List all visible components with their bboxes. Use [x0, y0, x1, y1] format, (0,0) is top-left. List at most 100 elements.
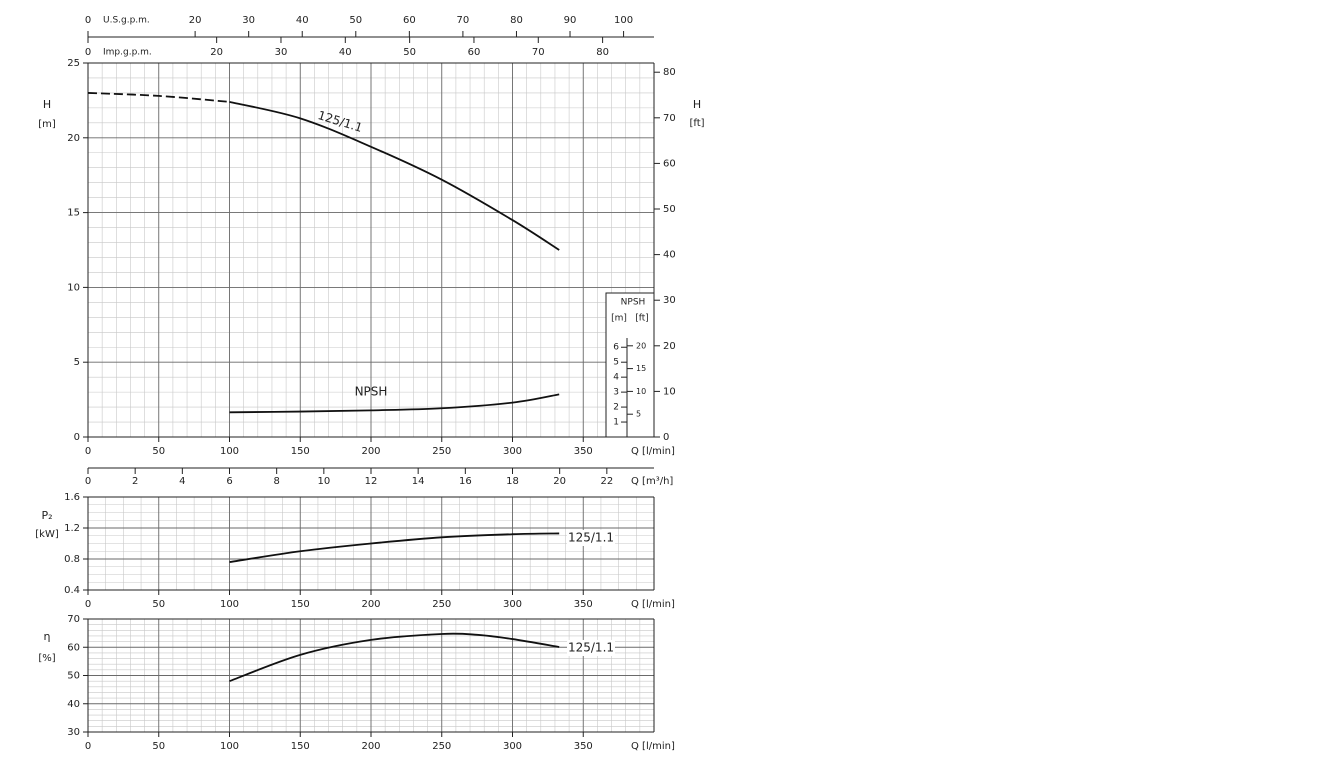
y-axis-unit: [kW]: [35, 529, 59, 540]
secondary-x-tick-label: 14: [412, 476, 425, 487]
x-tick-label: 150: [291, 446, 310, 457]
npsh-ft-tick-label: 5: [636, 410, 641, 419]
secondary-x-tick-label: 0: [85, 15, 91, 26]
x-tick-label: 100: [220, 599, 239, 610]
secondary-x-tick-label: 8: [273, 476, 279, 487]
x-tick-label: 50: [152, 446, 165, 457]
secondary-x-tick-label: 20: [210, 47, 223, 58]
y2-tick-label: 10: [663, 386, 676, 397]
secondary-x-tick-label: 90: [564, 15, 577, 26]
x-tick-label: 200: [361, 741, 380, 752]
secondary-x-tick-label: 60: [403, 15, 416, 26]
y-axis-label: η: [44, 630, 51, 643]
y-tick-label: 70: [67, 614, 80, 625]
x-tick-label: 150: [291, 741, 310, 752]
secondary-x-tick-label: 18: [506, 476, 519, 487]
curve-label: 125/1.1: [568, 531, 614, 545]
npsh-m-tick-label: 1: [613, 418, 619, 428]
secondary-x-tick-label: 70: [532, 47, 545, 58]
y2-axis-label: H: [693, 98, 701, 111]
secondary-x-tick-label: 50: [403, 47, 416, 58]
y2-tick-label: 50: [663, 204, 676, 215]
secondary-x-tick-label: 0: [85, 476, 91, 487]
npsh-m-tick-label: 6: [613, 343, 619, 353]
secondary-x-axis-label: Imp.g.p.m.: [103, 48, 152, 58]
y2-tick-label: 40: [663, 250, 676, 261]
x-tick-label: 0: [85, 599, 91, 610]
npsh-ft-tick-label: 20: [636, 341, 646, 350]
secondary-x-tick-label: 80: [510, 15, 523, 26]
y2-tick-label: 70: [663, 113, 676, 124]
x-tick-label: 0: [85, 741, 91, 752]
curve: [229, 532, 560, 563]
secondary-x-tick-label: 0: [85, 47, 91, 58]
x-axis-label: Q [l/min]: [631, 599, 675, 610]
secondary-x-axis-label: U.S.g.p.m.: [103, 16, 150, 26]
x-tick-label: 50: [152, 741, 165, 752]
y-tick-label: 1.6: [64, 492, 80, 503]
npsh-m-tick-label: 2: [613, 403, 619, 413]
x-tick-label: 50: [152, 599, 165, 610]
secondary-x-tick-label: 10: [317, 476, 330, 487]
y-tick-label: 60: [67, 642, 80, 653]
secondary-x-tick-label: 50: [349, 15, 362, 26]
y-tick-label: 5: [74, 357, 80, 368]
curve-label-bg: [567, 530, 615, 546]
y-axis-unit: [%]: [38, 653, 55, 664]
x-tick-label: 0: [85, 446, 91, 457]
x-tick-label: 250: [432, 599, 451, 610]
y-tick-label: 1.2: [64, 523, 80, 534]
secondary-x-tick-label: 22: [600, 476, 613, 487]
y-tick-label: 10: [67, 282, 80, 293]
npsh-m-tick-label: 4: [613, 373, 619, 383]
secondary-x-tick-label: 2: [132, 476, 138, 487]
secondary-x-tick-label: 40: [296, 15, 309, 26]
x-tick-label: 300: [503, 741, 522, 752]
y-axis-unit: [m]: [38, 119, 56, 130]
npsh-ft-tick-label: 10: [636, 387, 646, 396]
npsh-scale-box: [605, 292, 655, 438]
x-tick-label: 300: [503, 446, 522, 457]
x-axis-label: Q [l/min]: [631, 741, 675, 752]
curve: [229, 101, 560, 251]
secondary-x-tick-label: 40: [339, 47, 352, 58]
y-tick-label: 25: [67, 58, 80, 69]
secondary-x-tick-label: 100: [614, 15, 633, 26]
y2-tick-label: 80: [663, 67, 676, 78]
secondary-x-tick-label: 4: [179, 476, 185, 487]
secondary-x-tick-label: 20: [189, 15, 202, 26]
curve-label: 125/1.1: [568, 641, 614, 655]
x-axis-label: Q [l/min]: [631, 446, 675, 457]
x-tick-label: 150: [291, 599, 310, 610]
x-tick-label: 250: [432, 741, 451, 752]
x-tick-label: 300: [503, 599, 522, 610]
y2-axis-unit: [ft]: [689, 118, 704, 129]
npsh-m-tick-label: 5: [613, 358, 619, 368]
npsh-scale-unit: [ft]: [635, 314, 649, 324]
secondary-x-tick-label: 60: [468, 47, 481, 58]
secondary-x-tick-label: 6: [226, 476, 232, 487]
x-tick-label: 100: [220, 741, 239, 752]
secondary-x-tick-label: 30: [242, 15, 255, 26]
y-axis-label: H: [43, 98, 51, 111]
x-tick-label: 350: [574, 599, 593, 610]
x-tick-label: 250: [432, 446, 451, 457]
secondary-x-tick-label: 12: [365, 476, 378, 487]
y-tick-label: 40: [67, 699, 80, 710]
y-tick-label: 15: [67, 208, 80, 219]
secondary-x-tick-label: 30: [275, 47, 288, 58]
y-tick-label: 30: [67, 727, 80, 738]
x-tick-label: 100: [220, 446, 239, 457]
y2-tick-label: 0: [663, 432, 669, 443]
y-tick-label: 0.4: [64, 585, 80, 596]
curve-label: NPSH: [355, 385, 388, 399]
secondary-x-axis-label: Q [m³/h]: [631, 476, 673, 487]
secondary-x-tick-label: 20: [553, 476, 566, 487]
curve: [229, 393, 560, 414]
secondary-x-tick-label: 16: [459, 476, 472, 487]
y2-tick-label: 20: [663, 341, 676, 352]
npsh-m-tick-label: 3: [613, 388, 619, 398]
y-tick-label: 0: [74, 432, 80, 443]
npsh-scale-title: NPSH: [621, 298, 646, 308]
